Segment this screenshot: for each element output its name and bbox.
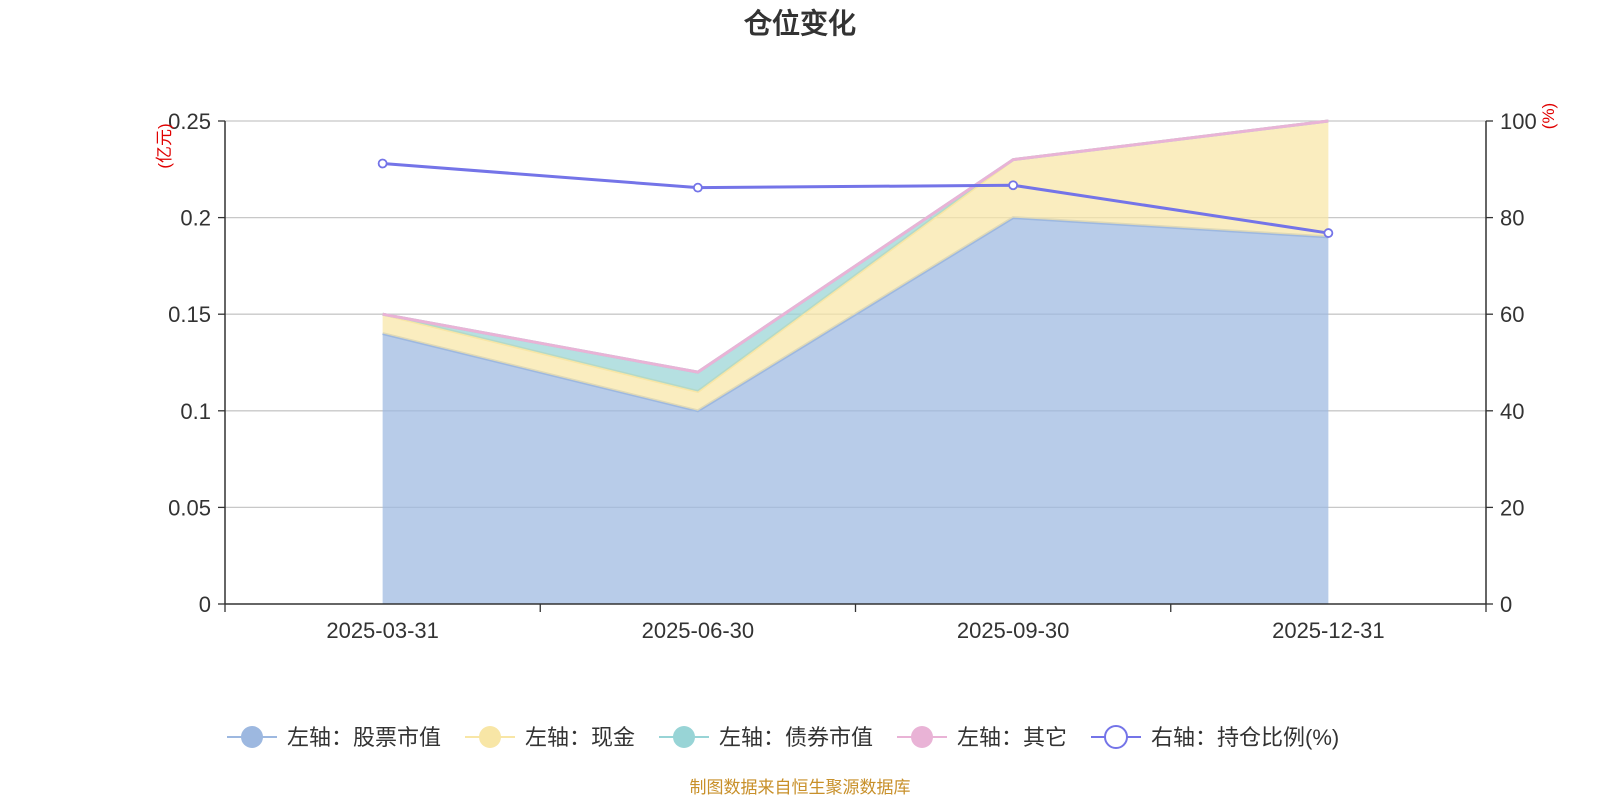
left-axis-tick-label: 0.2 <box>180 206 211 231</box>
x-axis-tick-label: 2025-12-31 <box>1272 618 1385 643</box>
chart-title: 仓位变化 <box>744 7 856 39</box>
legend-item: 左轴：其它 <box>897 725 1067 750</box>
left-axis-tick-label: 0.1 <box>180 399 211 424</box>
right-axis-tick-label: 0 <box>1500 592 1512 617</box>
legend-label: 右轴：持仓比例(%) <box>1151 725 1339 750</box>
area-series <box>382 119 1329 604</box>
legend-label: 左轴：债券市值 <box>719 725 873 750</box>
left-axis-tick-label: 0 <box>199 592 211 617</box>
area-2 <box>382 121 1329 411</box>
legend-label: 左轴：股票市值 <box>287 725 441 750</box>
right-axis-tick-label: 20 <box>1500 495 1524 520</box>
area-edge-4 <box>382 119 1329 374</box>
legend-marker <box>1104 725 1128 749</box>
legend-marker <box>911 726 933 748</box>
legend-marker <box>479 726 501 748</box>
x-axis-tick-label: 2025-06-30 <box>642 618 755 643</box>
left-axis-tick-label: 0.15 <box>168 302 211 327</box>
left-axis-unit: (亿元) <box>155 123 174 168</box>
right-axis-tick-label: 80 <box>1500 206 1524 231</box>
legend-label: 左轴：现金 <box>525 725 635 750</box>
left-axis-tick-label: 0.25 <box>168 109 211 134</box>
area-1 <box>382 217 1329 604</box>
holding-ratio-point <box>1323 228 1334 238</box>
right-axis-tick-label: 100 <box>1500 109 1537 134</box>
legend-marker <box>673 726 695 748</box>
data-source-note: 制图数据来自恒生聚源数据库 <box>690 778 911 797</box>
right-axis-unit: (%) <box>1539 103 1558 129</box>
legend: 左轴：股票市值 左轴：现金 左轴：债券市值 左轴：其它 右轴：持仓比例(%) <box>227 725 1339 750</box>
legend-marker <box>241 726 263 748</box>
legend-item: 左轴：债券市值 <box>659 725 873 750</box>
legend-label: 左轴：其它 <box>957 725 1067 750</box>
axes: 0 0.05 0.1 0.15 0.2 0.25 0 20 40 60 80 100 2025-03-3… <box>168 109 1537 643</box>
x-axis-tick-label: 2025-03-31 <box>326 618 439 643</box>
right-axis-tick-label: 40 <box>1500 399 1524 424</box>
holding-ratio-point <box>692 182 703 193</box>
holding-ratio-line <box>382 162 1329 235</box>
line-series <box>377 158 1334 238</box>
holding-ratio-point <box>377 158 388 169</box>
legend-item: 左轴：现金 <box>465 725 635 750</box>
right-axis-tick-label: 60 <box>1500 302 1524 327</box>
legend-item: 左轴：股票市值 <box>227 725 441 750</box>
left-axis-tick-label: 0.05 <box>168 495 211 520</box>
legend-item: 右轴：持仓比例(%) <box>1091 725 1339 750</box>
x-axis-tick-label: 2025-09-30 <box>957 618 1070 643</box>
holding-ratio-point <box>1008 180 1019 191</box>
